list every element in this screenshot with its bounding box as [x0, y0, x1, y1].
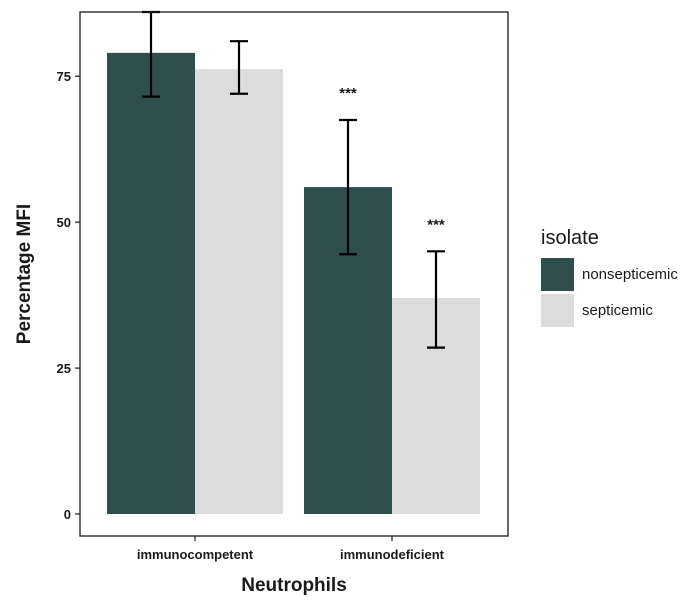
significance-annotation-septicemic-immunodeficient: *** — [427, 216, 445, 233]
legend-label-septicemic: septicemic — [582, 302, 653, 319]
legend-swatch-nonsepticemic — [541, 258, 574, 291]
y-axis: 0 25 50 75 — [57, 69, 80, 522]
bar-septicemic-immunocompetent — [195, 69, 283, 514]
legend-swatch-septicemic — [541, 294, 574, 327]
y-tick-label-0: 0 — [64, 507, 71, 522]
x-tick-label-immunocompetent: immunocompetent — [137, 547, 254, 562]
y-tick-label-50: 50 — [57, 215, 71, 230]
significance-annotation-nonsepticemic-immunodeficient: *** — [339, 85, 357, 102]
legend: isolate nonsepticemic septicemic — [541, 227, 678, 327]
legend-title: isolate — [541, 227, 599, 249]
bars-layer — [107, 52, 480, 514]
plot-panel-border — [79, 11, 509, 537]
annotations-layer: *** *** — [339, 85, 445, 233]
x-axis: immunocompetent immunodeficient — [137, 536, 445, 562]
bar-nonsepticemic-immunocompetent — [107, 52, 195, 514]
legend-label-nonsepticemic: nonsepticemic — [582, 266, 678, 283]
x-tick-label-immunodeficient: immunodeficient — [340, 547, 445, 562]
y-axis-title: Percentage MFI — [14, 204, 35, 344]
y-tick-label-75: 75 — [57, 69, 71, 84]
x-axis-title: Neutrophils — [241, 575, 347, 596]
y-tick-label-25: 25 — [57, 361, 71, 376]
errorbars-layer — [142, 10, 445, 349]
